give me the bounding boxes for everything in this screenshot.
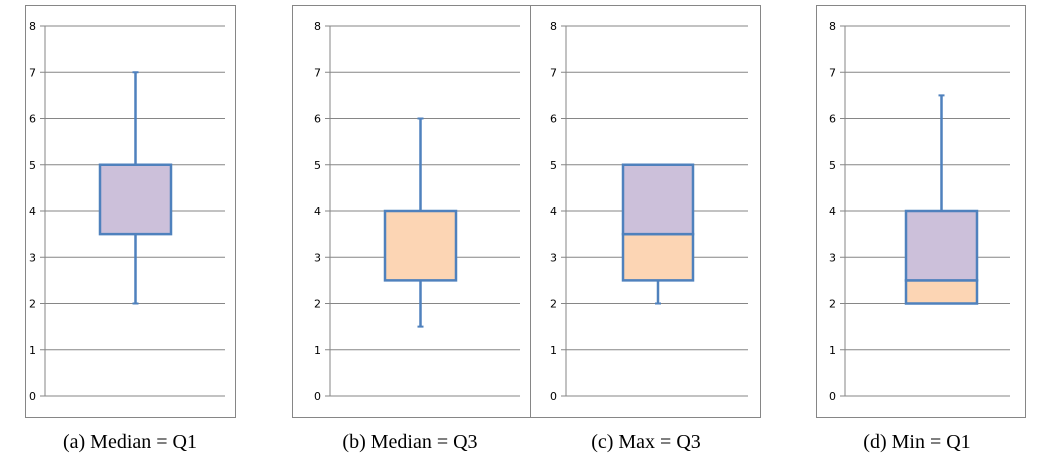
y-tick-label: 4 xyxy=(314,205,321,218)
y-tick-label: 6 xyxy=(29,113,36,126)
lower-box xyxy=(904,279,979,305)
y-tick-label: 8 xyxy=(29,20,36,33)
chart-frame xyxy=(816,5,1026,418)
y-tick-label: 1 xyxy=(314,344,321,357)
y-tick-label: 4 xyxy=(829,205,836,218)
y-tick-label: 2 xyxy=(829,298,836,311)
chart-caption: (c) Max = Q3 xyxy=(591,431,701,453)
y-tick-label: 7 xyxy=(550,66,557,79)
y-tick-label: 4 xyxy=(550,205,557,218)
y-tick-label: 7 xyxy=(314,66,321,79)
y-tick-label: 8 xyxy=(550,20,557,33)
y-tick-label: 7 xyxy=(29,66,36,79)
chart-panel-4: 0 1 2 3 4 5 6 7 8 (d) Min = Q1 xyxy=(816,5,1026,453)
upper-box xyxy=(904,209,979,282)
y-tick-label: 1 xyxy=(829,344,836,357)
y-tick-label: 5 xyxy=(314,159,321,172)
upper-box xyxy=(621,163,695,236)
lower-box xyxy=(383,209,458,282)
chart-frame xyxy=(25,5,236,418)
chart-caption: (a) Median = Q1 xyxy=(63,431,197,453)
y-tick-label: 3 xyxy=(550,251,557,264)
lower-box xyxy=(621,232,695,282)
y-tick-label: 5 xyxy=(829,159,836,172)
y-tick-label: 2 xyxy=(314,298,321,311)
y-tick-label: 0 xyxy=(29,390,36,403)
chart-caption: (b) Median = Q3 xyxy=(342,431,477,453)
y-tick-label: 4 xyxy=(29,205,36,218)
y-tick-label: 8 xyxy=(829,20,836,33)
chart-panel-3: 0 1 2 3 4 5 6 7 8 (c) Max = Q3 xyxy=(530,5,761,453)
y-tick-label: 5 xyxy=(29,159,36,172)
y-tick-label: 0 xyxy=(829,390,836,403)
y-tick-label: 7 xyxy=(829,66,836,79)
y-tick-label: 1 xyxy=(29,344,36,357)
y-tick-label: 6 xyxy=(550,113,557,126)
y-tick-label: 6 xyxy=(829,113,836,126)
chart-caption: (d) Min = Q1 xyxy=(863,431,970,453)
y-tick-label: 5 xyxy=(550,159,557,172)
chart-frame xyxy=(530,5,761,418)
y-tick-label: 1 xyxy=(550,344,557,357)
y-tick-label: 6 xyxy=(314,113,321,126)
y-tick-label: 0 xyxy=(314,390,321,403)
y-tick-label: 2 xyxy=(550,298,557,311)
y-tick-label: 3 xyxy=(829,251,836,264)
chart-panel-1: 0 1 2 3 4 5 6 7 8 (a) Median = Q1 xyxy=(25,5,236,453)
y-tick-label: 2 xyxy=(29,298,36,311)
y-tick-label: 0 xyxy=(550,390,557,403)
y-tick-label: 3 xyxy=(29,251,36,264)
y-tick-label: 3 xyxy=(314,251,321,264)
upper-box xyxy=(98,163,173,236)
chart-panel-2: 0 1 2 3 4 5 6 7 8 (b) Median = Q3 xyxy=(292,5,531,453)
y-tick-label: 8 xyxy=(314,20,321,33)
